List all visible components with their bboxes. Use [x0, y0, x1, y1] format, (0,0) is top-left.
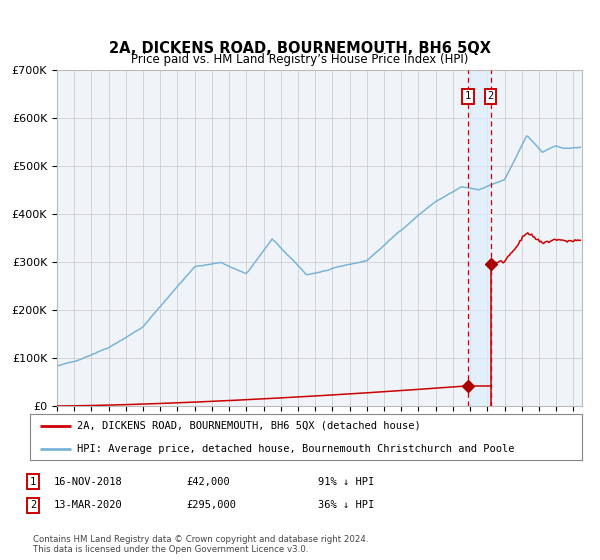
Text: £42,000: £42,000	[186, 477, 230, 487]
Text: 2: 2	[487, 91, 494, 101]
Text: HPI: Average price, detached house, Bournemouth Christchurch and Poole: HPI: Average price, detached house, Bour…	[77, 444, 514, 454]
Text: 2A, DICKENS ROAD, BOURNEMOUTH, BH6 5QX (detached house): 2A, DICKENS ROAD, BOURNEMOUTH, BH6 5QX (…	[77, 421, 421, 431]
Text: 16-NOV-2018: 16-NOV-2018	[54, 477, 123, 487]
Text: Contains HM Land Registry data © Crown copyright and database right 2024.
This d: Contains HM Land Registry data © Crown c…	[33, 535, 368, 554]
Text: 1: 1	[30, 477, 36, 487]
Text: Price paid vs. HM Land Registry’s House Price Index (HPI): Price paid vs. HM Land Registry’s House …	[131, 53, 469, 66]
Text: 36% ↓ HPI: 36% ↓ HPI	[318, 500, 374, 510]
Text: 2: 2	[30, 500, 36, 510]
Text: 91% ↓ HPI: 91% ↓ HPI	[318, 477, 374, 487]
Text: £295,000: £295,000	[186, 500, 236, 510]
Bar	[468, 70, 491, 406]
Text: 13-MAR-2020: 13-MAR-2020	[54, 500, 123, 510]
Text: 1: 1	[465, 91, 471, 101]
Text: 2A, DICKENS ROAD, BOURNEMOUTH, BH6 5QX: 2A, DICKENS ROAD, BOURNEMOUTH, BH6 5QX	[109, 41, 491, 56]
